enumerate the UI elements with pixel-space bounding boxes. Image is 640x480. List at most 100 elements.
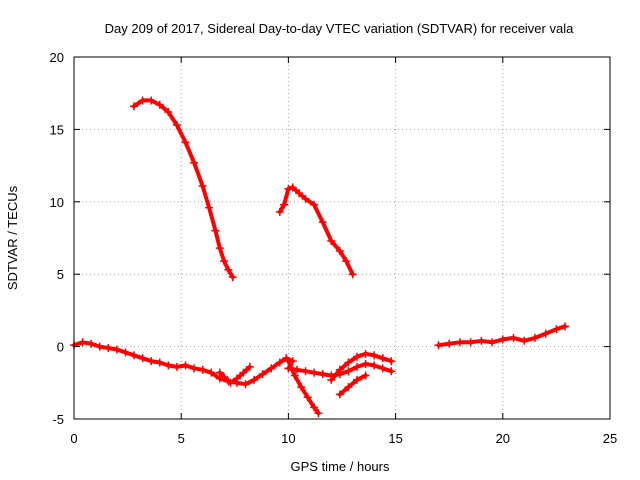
data-point xyxy=(310,403,319,412)
data-point xyxy=(541,329,550,338)
data-point xyxy=(378,364,387,373)
data-point xyxy=(303,393,312,402)
y-axis-label: SDTVAR / TECUs xyxy=(5,185,20,290)
data-point xyxy=(181,138,190,147)
data-point xyxy=(552,325,561,334)
data-point xyxy=(353,352,362,361)
data-point xyxy=(215,368,224,377)
data-point xyxy=(370,351,379,360)
data-point xyxy=(370,361,379,370)
data-point xyxy=(104,344,113,353)
x-tick-label: 15 xyxy=(388,431,402,446)
data-point xyxy=(318,218,327,227)
data-point xyxy=(292,365,301,374)
y-tick-label: -5 xyxy=(52,412,64,427)
data-point xyxy=(78,338,87,347)
data-point xyxy=(232,374,241,383)
series-band-late xyxy=(434,322,569,350)
data-point xyxy=(224,265,233,274)
data-point xyxy=(477,336,486,345)
series-band-mid-2 xyxy=(327,349,396,384)
data-point xyxy=(155,100,164,109)
series-arc-high-2 xyxy=(275,183,357,279)
data-point xyxy=(207,368,216,377)
data-point xyxy=(297,383,306,392)
data-point xyxy=(220,373,229,382)
series-band-low-1 xyxy=(70,338,297,389)
y-tick-label: 0 xyxy=(57,340,64,355)
data-point xyxy=(226,378,235,387)
data-point xyxy=(327,236,336,245)
data-point xyxy=(147,357,156,366)
data-point xyxy=(318,370,327,379)
data-point xyxy=(87,339,96,348)
data-point xyxy=(288,183,297,192)
data-point xyxy=(220,257,229,266)
data-point xyxy=(344,367,353,376)
data-point xyxy=(455,338,464,347)
data-point xyxy=(342,257,351,266)
x-axis-label: GPS time / hours xyxy=(291,459,390,474)
data-point xyxy=(190,158,199,167)
data-point xyxy=(361,359,370,368)
data-point xyxy=(466,338,475,347)
data-point xyxy=(275,358,284,367)
y-tick-label: 10 xyxy=(50,195,64,210)
data-point xyxy=(335,365,344,374)
plot-frame xyxy=(73,56,611,420)
data-point xyxy=(284,357,293,366)
data-point xyxy=(488,338,497,347)
data-point xyxy=(245,362,254,371)
data-point xyxy=(164,108,173,117)
data-point xyxy=(181,361,190,370)
data-point xyxy=(353,375,362,384)
data-point xyxy=(130,351,139,360)
data-point xyxy=(198,181,207,190)
data-point xyxy=(250,375,259,384)
data-point xyxy=(172,121,181,130)
data-point xyxy=(327,375,336,384)
data-point xyxy=(335,247,344,256)
data-point xyxy=(290,371,299,380)
data-point xyxy=(361,371,370,380)
data-point xyxy=(211,226,220,235)
data-point xyxy=(280,200,289,209)
data-point xyxy=(361,349,370,358)
data-point xyxy=(348,270,357,279)
y-tick-label: 15 xyxy=(50,122,64,137)
data-point xyxy=(509,333,518,342)
data-point xyxy=(344,383,353,392)
series-band-mid-3 xyxy=(335,371,370,399)
y-tick-label: 5 xyxy=(57,267,64,282)
data-point xyxy=(258,370,267,379)
data-point xyxy=(239,368,248,377)
x-tick-label: 10 xyxy=(281,431,295,446)
data-point xyxy=(301,194,310,203)
data-point xyxy=(138,354,147,363)
axis-ticks: 0 5 10 15 20 25 -5 0 5 10 15 20 xyxy=(50,50,618,446)
data-point xyxy=(215,244,224,253)
data-point xyxy=(284,184,293,193)
data-point xyxy=(155,358,164,367)
data-point xyxy=(295,189,304,198)
series-drop-arc xyxy=(284,357,323,418)
data-point xyxy=(560,322,569,331)
x-tick-label: 0 xyxy=(70,431,77,446)
grid-lines xyxy=(74,57,610,419)
data-point xyxy=(198,365,207,374)
data-point xyxy=(530,333,539,342)
series-line xyxy=(277,185,355,277)
data-point xyxy=(121,348,130,357)
data-point xyxy=(498,335,507,344)
series-arc-high-1 xyxy=(130,96,237,282)
x-tick-label: 25 xyxy=(603,431,617,446)
data-point xyxy=(434,341,443,350)
data-point xyxy=(520,336,529,345)
y-tick-label: 20 xyxy=(50,50,64,65)
data-point xyxy=(310,200,319,209)
data-point xyxy=(301,367,310,376)
data-point xyxy=(112,345,121,354)
data-point xyxy=(138,96,147,105)
data-point xyxy=(344,358,353,367)
